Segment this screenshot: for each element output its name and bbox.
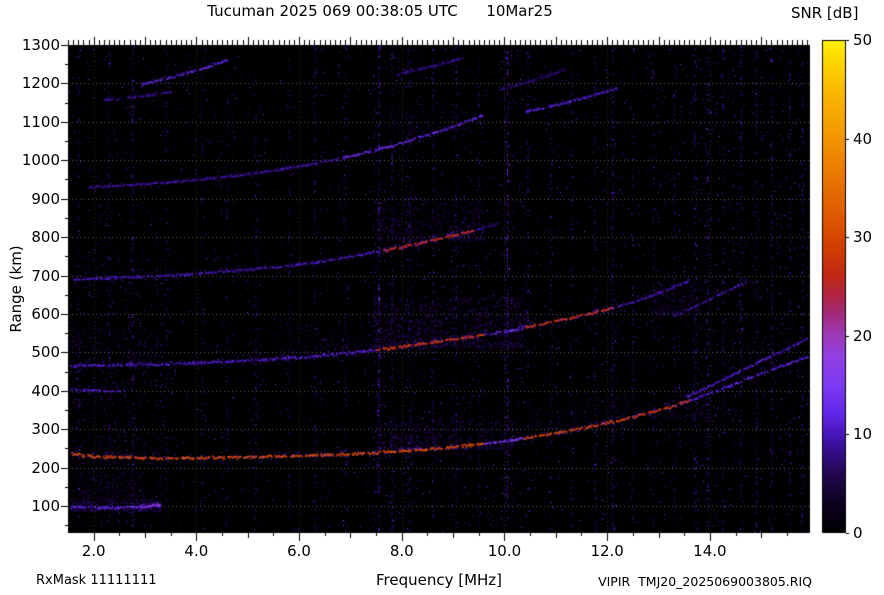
colorbar-tick-label: 30 (853, 228, 873, 247)
y-tick-label: 700 (31, 266, 60, 285)
x-tick-label: 6.0 (287, 542, 311, 560)
y-tick-label: 300 (31, 420, 60, 439)
y-tick-label: 800 (31, 228, 60, 247)
colorbar-tick-label: 0 (853, 524, 863, 542)
x-tick-label: 14.0 (693, 542, 727, 560)
colorbar-tick-label: 20 (853, 326, 873, 345)
chart-title: Tucuman 2025 069 00:38:05 UTC 10Mar25 (207, 2, 553, 20)
file-id-annotation: VIPIR TMJ20_2025069003805.RIQ (598, 574, 812, 589)
y-tick-label: 1300 (21, 36, 60, 54)
x-axis-label: Frequency [MHz] (375, 571, 503, 589)
colorbar-tick-label: 10 (853, 425, 873, 444)
y-tick-label: 1100 (21, 112, 60, 131)
colorbar-title: SNR [dB] (791, 4, 859, 22)
y-tick-label: 600 (31, 304, 60, 323)
y-tick-label: 500 (31, 343, 60, 362)
x-tick-label: 4.0 (184, 542, 209, 560)
y-tick-label: 100 (31, 497, 60, 516)
y-tick-label: 200 (31, 458, 60, 477)
x-tick-label: 10.0 (487, 542, 522, 560)
y-tick-label: 1200 (21, 74, 60, 93)
x-tick-label: 8.0 (389, 542, 414, 560)
y-tick-label: 900 (31, 189, 60, 208)
colorbar-tick-label: 50 (853, 31, 873, 49)
x-tick-label: 2.0 (81, 542, 106, 560)
y-tick-label: 1000 (21, 151, 60, 170)
rx-mask-annotation: RxMask 11111111 (36, 573, 157, 588)
y-tick-label: 400 (31, 381, 60, 400)
x-tick-label: 12.0 (590, 542, 624, 560)
colorbar-tick-label: 40 (853, 129, 873, 148)
